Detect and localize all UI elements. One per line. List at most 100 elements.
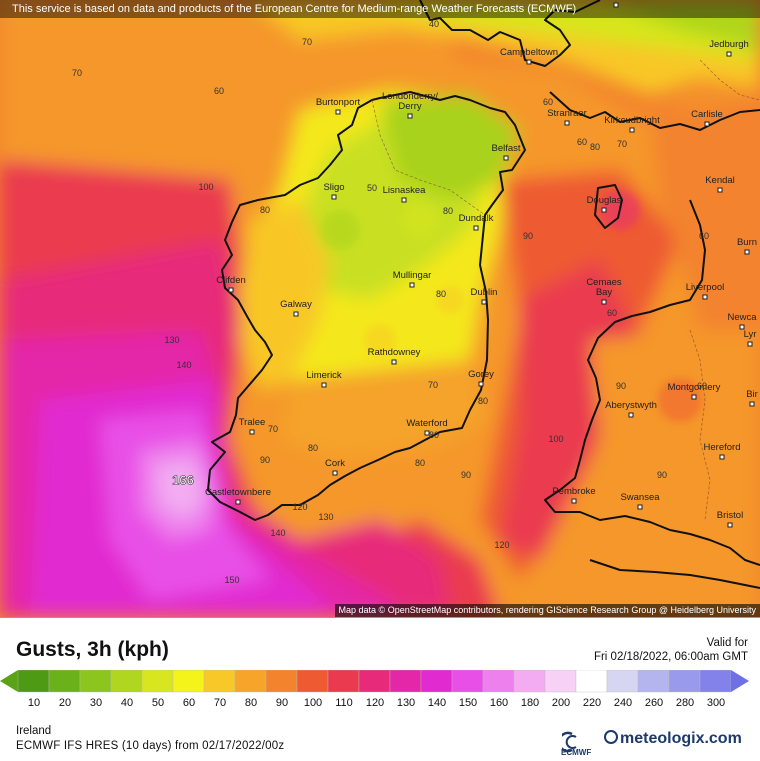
contour-label: 40 bbox=[428, 19, 440, 29]
city-marker bbox=[571, 498, 577, 504]
city-label: Londonderry/ Derry bbox=[382, 91, 438, 112]
city-label: Newca bbox=[727, 312, 757, 323]
city-label: Pembroke bbox=[552, 486, 596, 497]
legend-tick-label: 180 bbox=[520, 697, 540, 709]
city-marker bbox=[293, 311, 299, 317]
contour-label: 70 bbox=[427, 380, 439, 390]
contour-label: 60 bbox=[698, 231, 710, 241]
ne-ireland bbox=[380, 95, 520, 200]
city-label: Swansea bbox=[620, 492, 660, 503]
city-label: Kirkcudbright bbox=[604, 115, 660, 126]
city-marker bbox=[401, 197, 407, 203]
meteologix-brand[interactable]: meteologix.com bbox=[604, 730, 742, 748]
map-panel: This service is based on data and produc… bbox=[0, 0, 760, 617]
contour-label: 80 bbox=[259, 205, 271, 215]
england-80 bbox=[650, 100, 760, 330]
legend-swatch bbox=[48, 670, 81, 693]
legend-tick-label: 140 bbox=[427, 697, 447, 709]
city-marker bbox=[473, 225, 479, 231]
legend-swatch bbox=[637, 670, 670, 693]
city-label: Sligo bbox=[323, 182, 345, 193]
city-label: Jedburgh bbox=[709, 39, 749, 50]
region-name: Ireland bbox=[16, 725, 52, 737]
contour-label: 70 bbox=[267, 424, 279, 434]
borders bbox=[371, 59, 760, 521]
legend-swatch bbox=[451, 670, 484, 693]
legend-swatch bbox=[234, 670, 267, 693]
city-label: Dublin bbox=[470, 287, 498, 298]
city-label: Hereford bbox=[703, 442, 741, 453]
city-marker bbox=[717, 187, 723, 193]
contour-label: 50 bbox=[366, 183, 378, 193]
contour-label: 100 bbox=[548, 434, 564, 444]
ecmwf-banner: This service is based on data and produc… bbox=[0, 0, 760, 18]
legend-swatch bbox=[544, 670, 577, 693]
atlantic-170 bbox=[155, 460, 205, 520]
coastlines bbox=[207, 0, 760, 589]
ireland-coast bbox=[207, 91, 526, 521]
contour-label: 60 bbox=[696, 381, 708, 391]
city-label: Burn bbox=[736, 237, 758, 248]
city-label: Lisnaskea bbox=[382, 185, 426, 196]
north-devon bbox=[589, 559, 760, 589]
contour-label: 90 bbox=[259, 455, 271, 465]
legend-tick-label: 50 bbox=[151, 697, 165, 709]
legend-swatch bbox=[141, 670, 174, 693]
legend-tick-label: 70 bbox=[213, 697, 227, 709]
city-marker bbox=[628, 412, 634, 418]
legend-tick-label: 90 bbox=[275, 697, 289, 709]
contour-label: 150 bbox=[224, 575, 240, 585]
city-label: Douglas bbox=[586, 195, 622, 206]
city-marker bbox=[332, 470, 338, 476]
city-marker bbox=[249, 429, 255, 435]
city-label: Waterford bbox=[406, 418, 448, 429]
city-label: Bir bbox=[746, 389, 758, 400]
legend-tick-label: 280 bbox=[675, 697, 695, 709]
city-marker bbox=[407, 113, 413, 119]
city-marker bbox=[503, 155, 509, 161]
contour-label: 120 bbox=[292, 502, 308, 512]
legend-tick-label: 160 bbox=[489, 697, 509, 709]
city-label: Dundalk bbox=[458, 213, 494, 224]
ecmwf-logo-icon bbox=[562, 731, 577, 753]
legend-tick-label: 80 bbox=[244, 697, 258, 709]
contour-label: 60 bbox=[542, 97, 554, 107]
valid-label: Valid for bbox=[706, 637, 748, 649]
city-marker bbox=[704, 121, 710, 127]
city-marker bbox=[744, 249, 750, 255]
city-marker bbox=[564, 120, 570, 126]
max-gust-label: 166 bbox=[172, 472, 194, 488]
city-label: Cork bbox=[324, 458, 346, 469]
city-label: Aberystwyth bbox=[605, 400, 657, 411]
city-label: Galway bbox=[280, 299, 312, 310]
legend-swatch bbox=[699, 670, 732, 693]
city-label: Burtonport bbox=[315, 97, 361, 108]
contour-label: 80 bbox=[442, 206, 454, 216]
city-marker bbox=[739, 324, 745, 330]
city-marker bbox=[747, 341, 753, 347]
city-label: Limerick bbox=[306, 370, 342, 381]
city-label: Mullingar bbox=[392, 270, 432, 281]
city-label: Liverpool bbox=[685, 282, 725, 293]
legend-tick-label: 120 bbox=[365, 697, 385, 709]
brand-text: meteologix.com bbox=[620, 730, 742, 747]
city-label: Campbeltown bbox=[499, 47, 559, 58]
contour-label: 100 bbox=[198, 182, 214, 192]
city-marker bbox=[601, 299, 607, 305]
legend-tick-label: 220 bbox=[582, 697, 602, 709]
city-marker bbox=[481, 299, 487, 305]
city-marker bbox=[391, 359, 397, 365]
city-label: Kendal bbox=[705, 175, 735, 186]
england-wales-coast bbox=[544, 199, 760, 566]
legend-tick-label: 240 bbox=[613, 697, 633, 709]
legend-tick-label: 150 bbox=[458, 697, 478, 709]
legend-swatch bbox=[575, 670, 608, 693]
city-marker bbox=[526, 59, 532, 65]
legend-tick-label: 130 bbox=[396, 697, 416, 709]
city-marker bbox=[424, 430, 430, 436]
valid-time-block: Valid for Fri 02/18/2022, 06:00am GMT bbox=[594, 636, 748, 664]
ecmwf-logo-label: ECMWF bbox=[561, 748, 592, 757]
contour-label: 90 bbox=[656, 470, 668, 480]
map-attribution: Map data © OpenStreetMap contributors, r… bbox=[334, 604, 760, 617]
legend-swatch bbox=[17, 670, 50, 693]
